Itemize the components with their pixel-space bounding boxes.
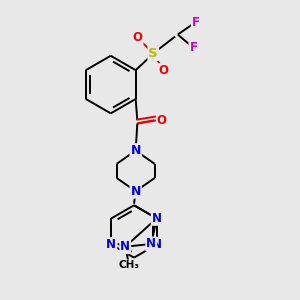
- Text: CH₃: CH₃: [118, 260, 139, 270]
- Text: O: O: [157, 114, 167, 127]
- Text: N: N: [152, 238, 162, 251]
- Text: N: N: [130, 144, 141, 157]
- Text: O: O: [159, 64, 169, 77]
- Text: N: N: [120, 240, 130, 253]
- Text: F: F: [190, 41, 197, 54]
- Text: N: N: [106, 238, 116, 251]
- Text: N: N: [130, 185, 141, 198]
- Text: O: O: [133, 31, 142, 44]
- Text: N: N: [152, 212, 162, 225]
- Text: S: S: [148, 47, 158, 60]
- Text: F: F: [192, 16, 200, 28]
- Text: N: N: [146, 238, 156, 250]
